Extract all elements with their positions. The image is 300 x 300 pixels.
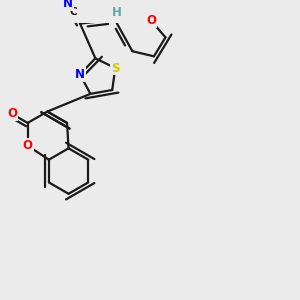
Text: O: O [146,14,156,27]
Text: N: N [63,0,73,10]
Text: S: S [111,61,119,74]
Text: O: O [7,107,17,120]
Text: N: N [75,68,85,81]
Text: O: O [23,139,33,152]
Text: H: H [112,6,122,19]
Text: C: C [70,8,77,17]
